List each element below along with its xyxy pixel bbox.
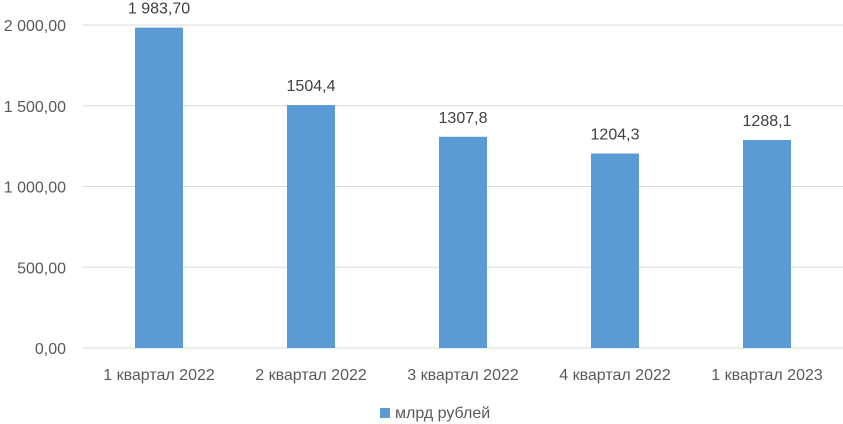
bar (439, 136, 487, 348)
bar (743, 139, 791, 348)
data-label: 1204,3 (591, 127, 640, 144)
data-label: 1307,8 (439, 110, 488, 127)
data-label: 1504,4 (287, 78, 336, 95)
data-labels: 1 983,70 1504,4 1307,8 1204,3 1288,1 (128, 1, 792, 144)
legend-label: млрд рублей (395, 405, 490, 422)
y-tick-label: 1 000,00 (4, 180, 66, 197)
x-tick-label: 2 квартал 2022 (255, 367, 367, 384)
y-tick-label: 2 000,00 (4, 18, 66, 35)
x-tick-label: 1 квартал 2023 (711, 367, 823, 384)
y-tick-label: 0,00 (35, 341, 66, 358)
bar (591, 153, 639, 348)
x-tick-label: 3 квартал 2022 (407, 367, 519, 384)
data-label: 1 983,70 (128, 1, 190, 18)
x-tick-label: 1 квартал 2022 (103, 367, 215, 384)
bar (135, 27, 183, 349)
legend-swatch (380, 408, 390, 418)
x-axis-tick-labels: 1 квартал 2022 2 квартал 2022 3 квартал 20… (103, 367, 823, 384)
y-axis-tick-labels: 0,00 500,00 1 000,00 1 500,00 2 000,00 (4, 18, 66, 358)
y-tick-label: 1 500,00 (4, 99, 66, 116)
legend: млрд рублей (380, 405, 490, 422)
bar (287, 105, 335, 348)
y-tick-label: 500,00 (17, 260, 66, 277)
x-tick-label: 4 квартал 2022 (559, 367, 671, 384)
data-label: 1288,1 (743, 113, 792, 130)
bars (135, 27, 791, 349)
